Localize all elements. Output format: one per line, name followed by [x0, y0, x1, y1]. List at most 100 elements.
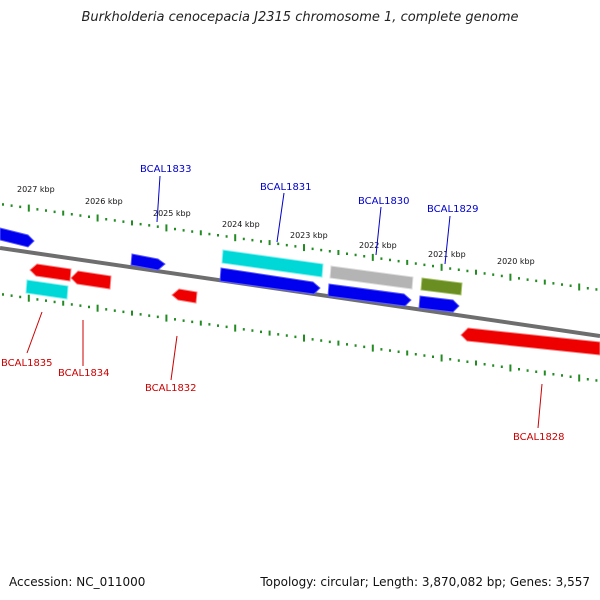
outer-tick: [19, 205, 22, 209]
inner-tick: [303, 334, 305, 342]
outer-tick: [10, 204, 13, 207]
outer-tick: [475, 269, 477, 275]
inner-tick: [199, 320, 202, 326]
inner-tick: [543, 370, 546, 376]
inner-tick: [113, 309, 116, 312]
leader-bcal1828: [537, 383, 543, 429]
inner-tick: [475, 360, 477, 366]
gene-label-bcal1831: BCAL1831: [260, 182, 312, 193]
outer-tick: [492, 273, 495, 276]
kbp-label-2026: 2026 kbp: [85, 197, 123, 206]
outer-tick: [191, 230, 194, 233]
outer-tick: [260, 240, 262, 243]
inner-tick: [88, 305, 90, 309]
outer-tick: [225, 235, 228, 238]
topology-text: Topology: circular; Length: 3,870,082 bp…: [260, 575, 590, 589]
outer-tick: [578, 283, 581, 291]
inner-tick: [2, 293, 4, 296]
inner-tick: [70, 303, 73, 306]
inner-tick: [423, 354, 426, 357]
outer-tick: [165, 224, 168, 232]
outer-tick: [294, 245, 297, 248]
inner-tick: [19, 295, 22, 299]
kbp-label-2024: 2024 kbp: [222, 220, 260, 229]
outer-tick: [251, 238, 254, 242]
outer-tick: [88, 215, 90, 218]
inner-tick: [586, 378, 589, 381]
feature-bcal1830: [327, 283, 412, 307]
feature-bcal1832: [171, 288, 198, 304]
kbp-label-2027: 2027 kbp: [17, 185, 55, 194]
outer-tick: [535, 279, 538, 283]
feature-bcal1831-rna: [221, 249, 324, 278]
inner-tick: [131, 310, 133, 316]
inner-tick: [105, 308, 108, 311]
outer-tick: [268, 240, 271, 246]
inner-tick: [414, 353, 417, 356]
inner-tick: [578, 374, 581, 382]
outer-tick: [500, 274, 503, 278]
gene-label-bcal1829: BCAL1829: [427, 204, 479, 215]
inner-tick: [45, 299, 47, 302]
outer-tick: [371, 253, 374, 261]
outer-tick: [174, 227, 176, 231]
gene-label-bcal1834: BCAL1834: [58, 368, 110, 379]
outer-tick: [328, 250, 331, 253]
accession-text: Accession: NC_011000: [9, 575, 146, 589]
outer-tick: [440, 263, 443, 271]
outer-tick: [526, 278, 529, 281]
outer-tick: [389, 258, 391, 262]
outer-tick: [53, 210, 56, 214]
inner-tick: [174, 318, 176, 321]
outer-tick: [406, 259, 409, 265]
inner-tick: [96, 304, 99, 312]
outer-tick: [569, 284, 572, 287]
inner-tick: [182, 319, 185, 322]
feature-bcal1835-rna: [25, 279, 69, 300]
inner-tick: [561, 374, 563, 377]
inner-tick: [552, 373, 555, 376]
outer-tick: [423, 263, 426, 267]
inner-tick: [320, 339, 323, 342]
outer-tick: [208, 232, 211, 236]
inner-tick: [225, 325, 228, 329]
inner-tick: [397, 350, 400, 353]
outer-tick: [242, 237, 245, 241]
inner-tick: [483, 363, 486, 366]
feature-bcal1828: [460, 327, 600, 356]
outer-tick: [397, 259, 400, 263]
outer-tick: [466, 269, 469, 273]
outer-tick: [277, 242, 280, 246]
gene-label-bcal1835: BCAL1835: [1, 358, 53, 369]
feature-forward-left: [0, 227, 35, 248]
inner-tick: [27, 294, 30, 302]
outer-tick: [217, 234, 219, 237]
inner-tick: [500, 365, 503, 368]
inner-tick: [363, 345, 366, 349]
inner-tick: [139, 313, 142, 316]
gene-label-bcal1833: BCAL1833: [140, 164, 192, 175]
leader-bcal1830: [375, 206, 382, 256]
inner-tick: [208, 323, 211, 326]
outer-tick: [586, 287, 589, 290]
inner-tick: [242, 328, 245, 331]
inner-tick: [389, 349, 391, 352]
inner-tick: [354, 344, 357, 347]
outer-tick: [509, 273, 512, 281]
inner-tick: [311, 338, 314, 341]
outer-tick: [79, 214, 82, 217]
inner-tick: [569, 375, 572, 378]
inner-tick: [380, 348, 383, 351]
kbp-label-2023: 2023 kbp: [290, 231, 328, 240]
inner-tick: [337, 340, 340, 346]
outer-tick: [131, 220, 133, 226]
outer-tick: [543, 279, 546, 285]
kbp-label-2025: 2025 kbp: [153, 209, 191, 218]
outer-tick: [105, 218, 108, 221]
inner-tick: [10, 294, 13, 297]
outer-tick: [561, 283, 563, 286]
inner-tick: [62, 300, 65, 306]
inner-tick: [595, 379, 598, 382]
inner-tick: [492, 364, 495, 367]
outer-tick: [354, 253, 357, 257]
